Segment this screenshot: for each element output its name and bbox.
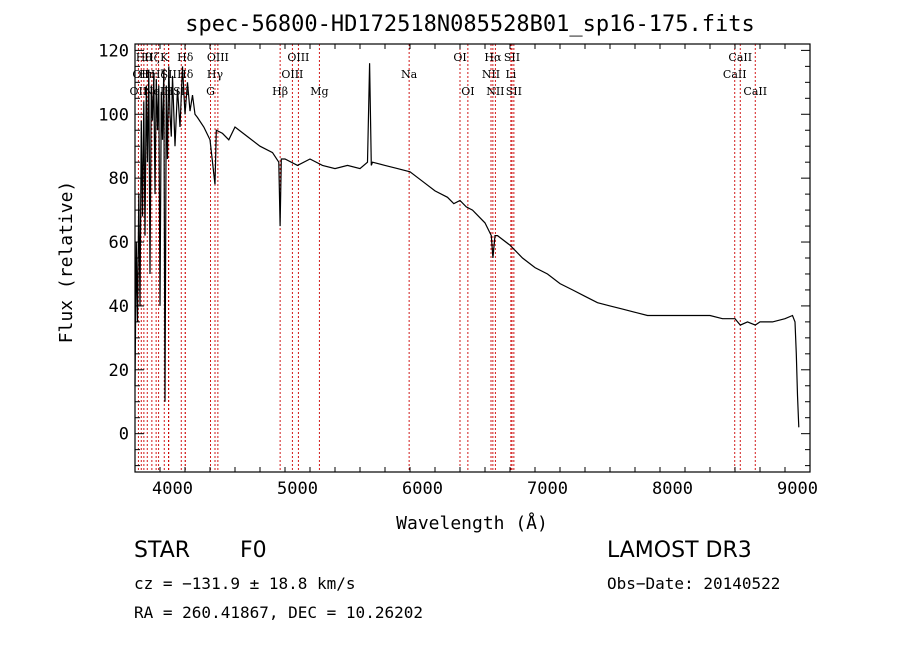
- line-marker-label: CaII: [723, 68, 747, 81]
- line-marker-label: Mg: [310, 85, 328, 98]
- line-marker-label: Hδ: [177, 68, 194, 81]
- x-tick-label: 9000: [777, 479, 818, 499]
- spectrum-line: [134, 63, 800, 428]
- y-tick-label: 120: [98, 41, 129, 61]
- x-tick-label: 5000: [277, 479, 318, 499]
- line-marker-label: Hα: [484, 51, 502, 64]
- line-marker-label: CaII: [743, 85, 767, 98]
- object-type: STAR: [134, 538, 191, 563]
- chart-title: spec-56800-HD172518N085528B01_sp16-175.f…: [185, 12, 755, 37]
- line-marker-label: Hη: [139, 68, 155, 81]
- y-axis-label: Flux (relative): [56, 181, 77, 344]
- y-tick-label: 80: [109, 169, 129, 189]
- plot-frame: [134, 43, 811, 473]
- spectral-subclass: F0: [240, 538, 267, 563]
- line-marker-labels: OIIOIIHθHηHζNeIIHζKHSIISIIHδHδGHγOIIIHβO…: [130, 51, 768, 98]
- line-marker-label: NII: [482, 68, 500, 81]
- line-marker-label: K: [160, 51, 169, 64]
- line-marker-label: NII: [486, 85, 504, 98]
- line-marker-label: Hγ: [207, 68, 224, 81]
- y-tick-label: 0: [119, 425, 129, 445]
- observation-date: Obs−Date: 20140522: [607, 574, 781, 593]
- y-tick-label: 40: [109, 297, 129, 317]
- x-tick-label: 4000: [152, 479, 193, 499]
- line-marker-label: Hβ: [272, 85, 288, 98]
- survey-name: LAMOST DR3: [607, 538, 752, 563]
- x-tick-label: 6000: [402, 479, 443, 499]
- line-marker-label: OII: [132, 68, 150, 81]
- line-marker-label: Hζ: [144, 51, 160, 64]
- line-marker-label: Hδ: [177, 51, 194, 64]
- y-tick-label: 20: [109, 361, 129, 381]
- line-marker-label: OIII: [281, 68, 303, 81]
- x-axis-label: Wavelength (Å): [396, 512, 548, 534]
- x-tick-label: 7000: [527, 479, 568, 499]
- x-tick-label: 8000: [652, 479, 693, 499]
- y-tick-label: 60: [109, 233, 129, 253]
- y-tick-label: 100: [98, 105, 129, 125]
- line-marker-label: SII: [506, 85, 522, 98]
- line-marker-label: OI: [461, 85, 474, 98]
- line-marker-label: Hζ: [151, 68, 167, 81]
- coordinates: RA = 260.41867, DEC = 10.26202: [134, 603, 423, 622]
- line-marker-label: OI: [453, 51, 466, 64]
- line-marker-label: G: [206, 85, 215, 98]
- line-marker-label: Li: [505, 68, 516, 81]
- line-marker-label: Na: [401, 68, 418, 81]
- line-marker-label: CaII: [728, 51, 752, 64]
- x-axis: 4000 5000 6000 7000 8000 9000: [134, 44, 818, 499]
- redshift-velocity: cz = −131.9 ± 18.8 km/s: [134, 574, 356, 593]
- line-marker-label: OII: [130, 85, 148, 98]
- line-marker-label: OIII: [207, 51, 229, 64]
- line-marker-label: OIII: [287, 51, 309, 64]
- line-marker-label: Hθ: [136, 51, 153, 64]
- line-marker-label: SII: [504, 51, 520, 64]
- y-axis: 0 20 40 60 80 100 120: [98, 41, 810, 467]
- line-markers: [137, 44, 756, 472]
